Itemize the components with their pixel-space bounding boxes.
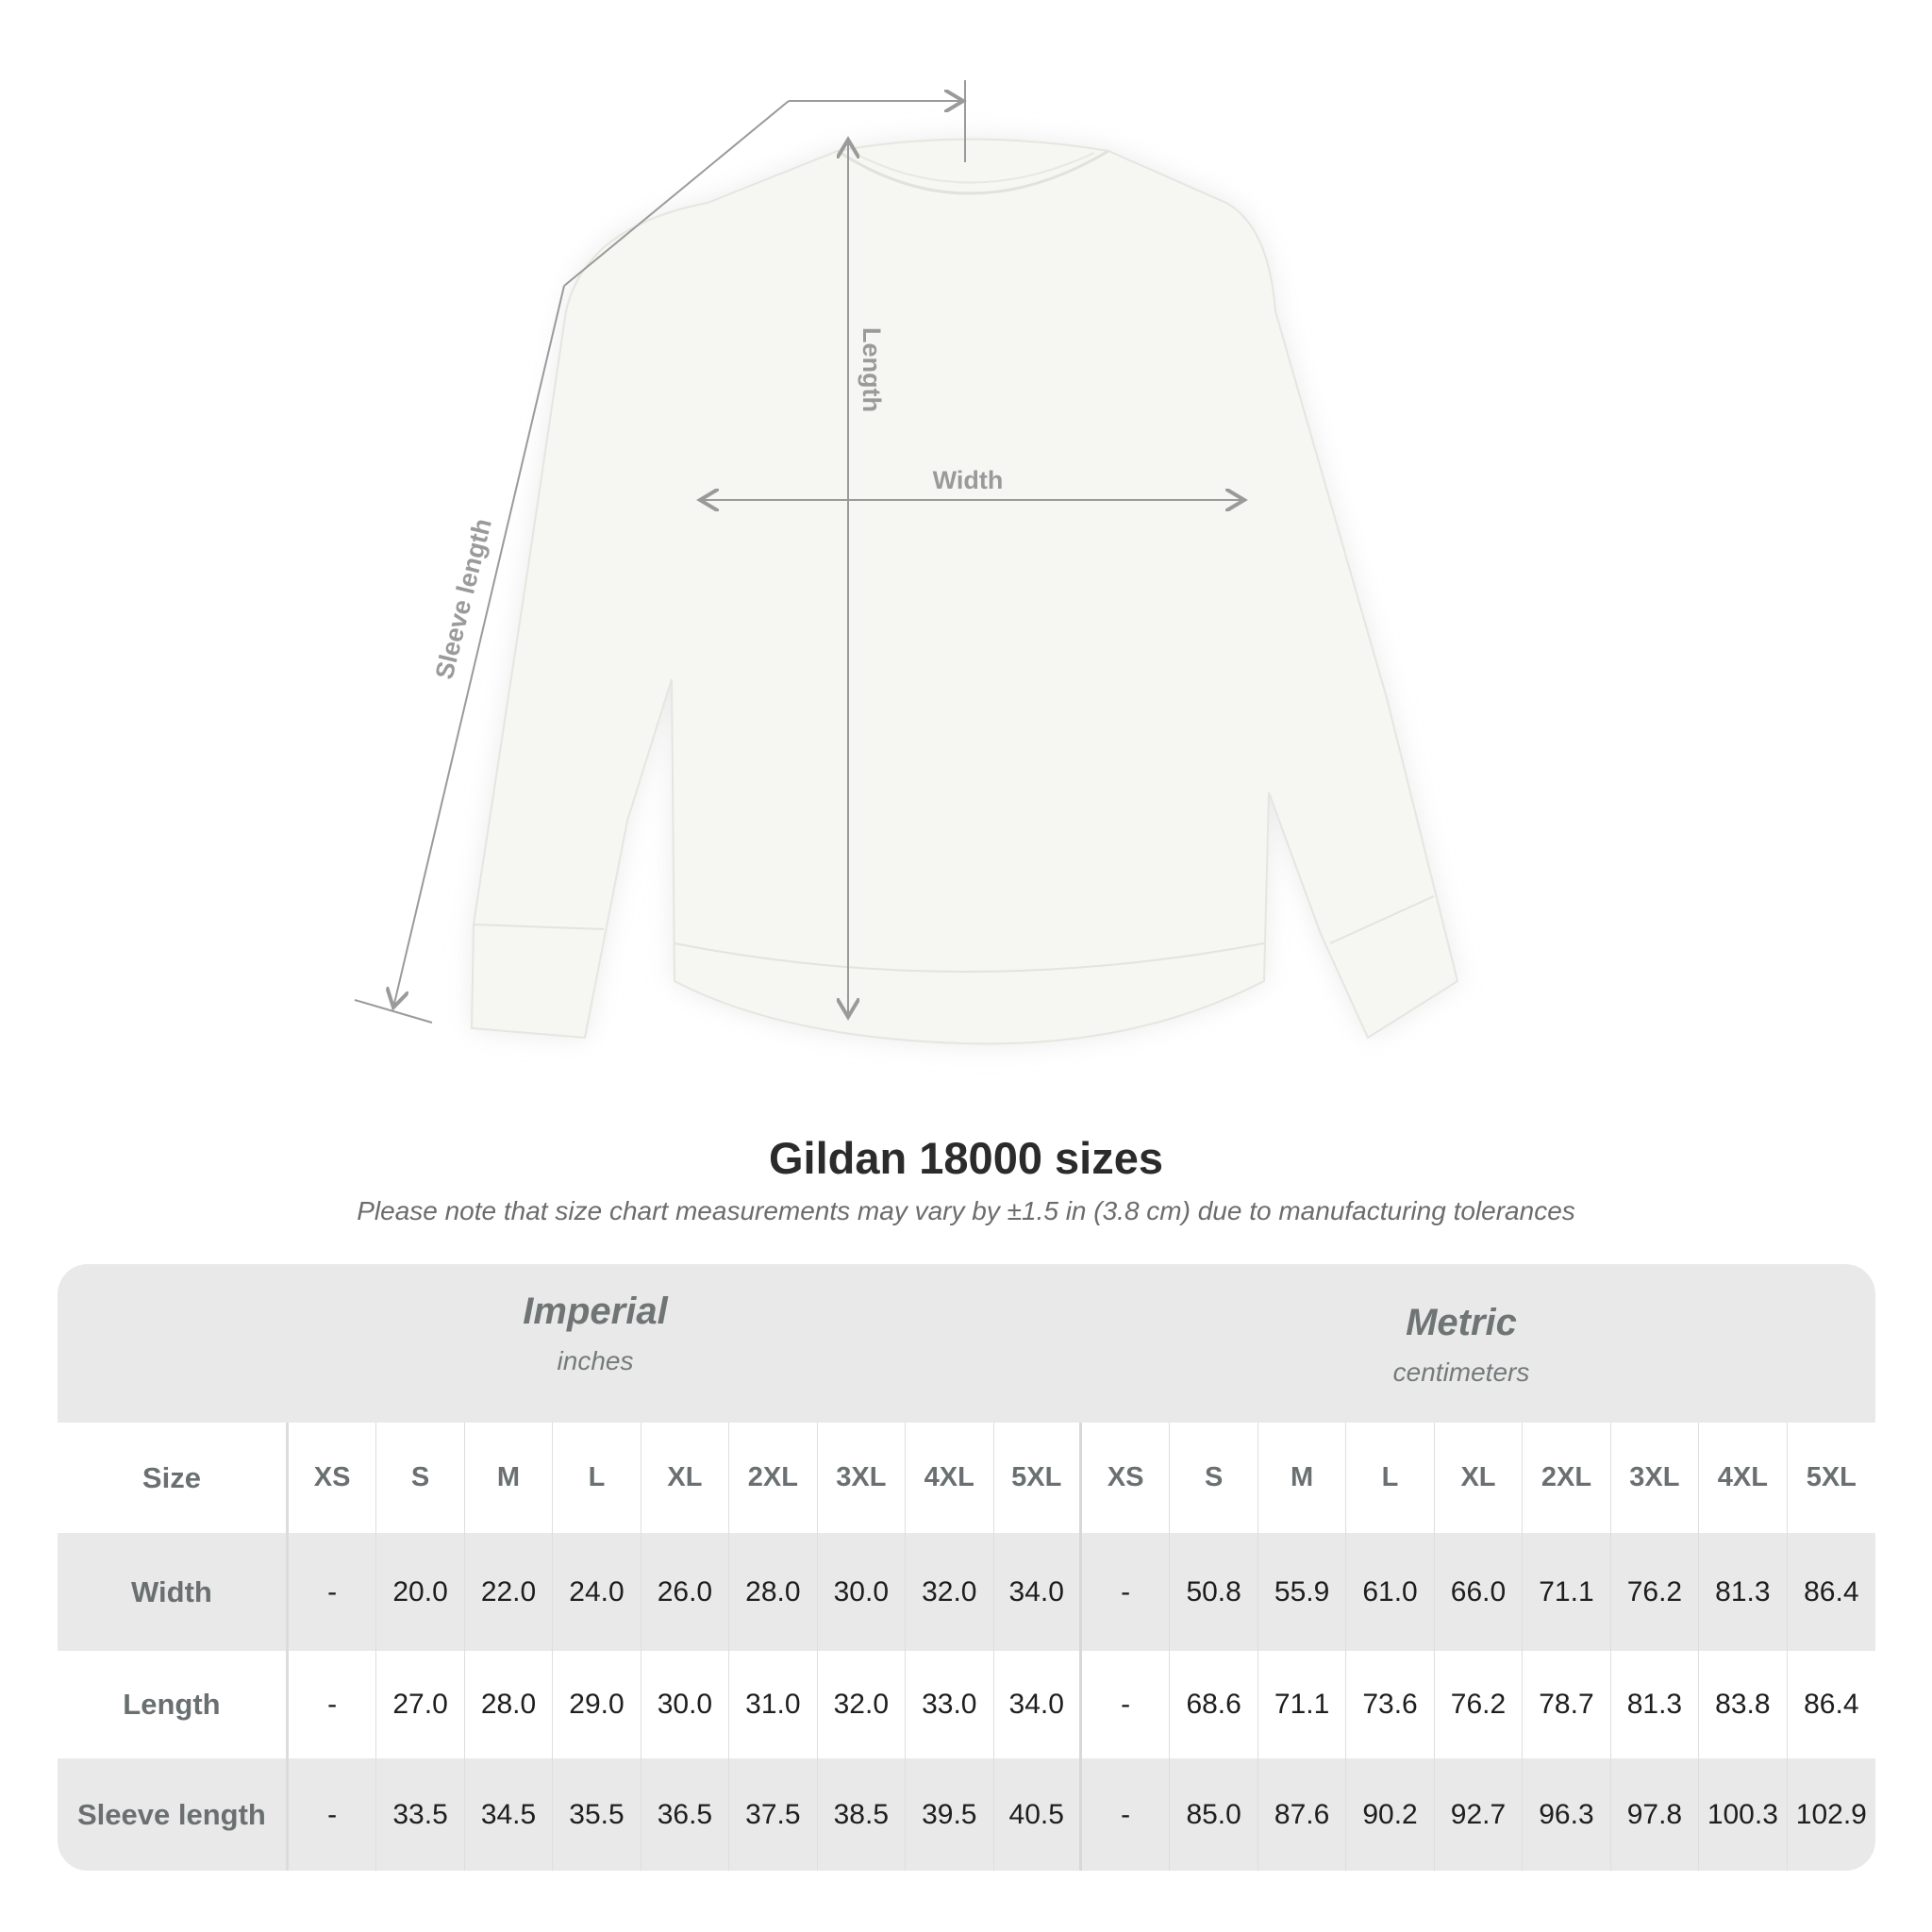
imperial-size-l: L [553,1423,641,1533]
imperial-value-cell: - [289,1651,377,1758]
metric-value-cell: 86.4 [1804,1575,1859,1607]
sweatshirt-image [470,138,1459,1045]
imperial-unit: inches [557,1346,634,1375]
metric-size-3xl: 3XL [1611,1423,1700,1533]
table-row: Length -27.0 28.0 29.0 30.0 31.0 32.0 33.0 34.0-… [58,1651,1875,1758]
imperial-value-cell: 34.0 [994,1533,1082,1651]
metric-value-cell: 102.9 [1795,1798,1867,1830]
table-row: Width -20.0 22.0 24.0 26.0 28.0 30.0 32.0 34.0-5… [58,1533,1875,1651]
imperial-value-cell: 35.5 [553,1758,641,1871]
metric-value-cell: 92.7 [1435,1758,1524,1871]
metric-value-cell: 68.6 [1170,1651,1258,1758]
imperial-value-cell: 40.5 [994,1758,1082,1871]
row-label: Length [58,1651,289,1758]
imperial-size-4xl: 4XL [906,1423,994,1533]
imperial-value-cell: 36.5 [641,1758,730,1871]
metric-value-cell: - [1082,1651,1171,1758]
page-title: Gildan 18000 sizes [768,1133,1164,1183]
metric-unit: centimeters [1392,1357,1530,1387]
imperial-value-cell: - [289,1758,377,1871]
metric-value-cell: 66.0 [1435,1533,1524,1651]
metric-size-xl: XL [1435,1423,1524,1533]
imperial-size-s: S [376,1423,465,1533]
imperial-size-5xl: 5XL [994,1423,1082,1533]
metric-value-cell: 81.3 [1699,1533,1788,1651]
metric-value-cell: 90.2 [1346,1758,1435,1871]
sweatshirt-measurement-diagram: Length Width Sleeve length [354,80,1459,1045]
imperial-value-cell: 26.0 [641,1533,730,1651]
imperial-size-3xl: 3XL [818,1423,907,1533]
imperial-header: Imperial inches [199,1291,991,1376]
metric-size-l: L [1346,1423,1435,1533]
imperial-value-cell: 34.0 [994,1651,1082,1758]
imperial-value-cell: 22.0 [465,1533,554,1651]
imperial-size-2xl: 2XL [729,1423,818,1533]
metric-value-cell: 85.0 [1170,1758,1258,1871]
metric-value-cell: 71.1 [1258,1651,1347,1758]
imperial-value-cell: - [289,1533,377,1651]
metric-size-2xl: 2XL [1523,1423,1611,1533]
metric-size-s: S [1170,1423,1258,1533]
metric-value-cell: 96.3 [1523,1758,1611,1871]
imperial-value-cell: 24.0 [553,1533,641,1651]
imperial-value-cell: 29.0 [553,1651,641,1758]
imperial-size-m: M [465,1423,554,1533]
sleeve-length-label: Sleeve length [430,516,497,682]
imperial-value-cell: 32.0 [818,1651,907,1758]
imperial-value-cell: 33.5 [376,1758,465,1871]
imperial-value-cell: 32.0 [906,1533,994,1651]
tolerance-note: Please note that size chart measurements… [357,1196,1575,1225]
metric-value-cell: 78.7 [1523,1651,1611,1758]
imperial-value-cell: 28.0 [465,1651,554,1758]
imperial-size-xs: XS [289,1423,377,1533]
metric-value-cell: 100.3 [1699,1758,1788,1871]
metric-value-cell: 76.2 [1435,1651,1524,1758]
metric-header: Metric centimeters [1065,1302,1857,1388]
imperial-value-cell: 38.5 [818,1758,907,1871]
metric-value-cell: 55.9 [1258,1533,1347,1651]
metric-size-5xl: 5XL [1806,1462,1857,1492]
imperial-value-cell: 37.5 [729,1758,818,1871]
imperial-value-cell: 33.0 [906,1651,994,1758]
imperial-value-cell: 30.0 [818,1533,907,1651]
row-label: Sleeve length [58,1758,289,1871]
metric-size-m: M [1258,1423,1347,1533]
metric-value-cell: 61.0 [1346,1533,1435,1651]
table-header-band: Imperial inches Metric centimeters [58,1264,1875,1423]
metric-value-cell: 87.6 [1258,1758,1347,1871]
metric-value-cell: - [1082,1758,1171,1871]
metric-value-cell: 81.3 [1611,1651,1700,1758]
table-row: Sleeve length -33.5 34.5 35.5 36.5 37.5 38.5 39… [58,1758,1875,1871]
metric-value-cell: 86.4 [1804,1689,1859,1720]
metric-value-cell: 73.6 [1346,1651,1435,1758]
size-column-label: Size [58,1423,289,1533]
metric-value-cell: 71.1 [1523,1533,1611,1651]
measurement-lines [354,80,1244,1024]
imperial-value-cell: 34.5 [465,1758,554,1871]
imperial-size-xl: XL [641,1423,730,1533]
metric-value-cell: 83.8 [1699,1651,1788,1758]
metric-value-cell: 50.8 [1170,1533,1258,1651]
metric-value-cell: - [1082,1533,1171,1651]
size-table: Imperial inches Metric centimeters Size X… [58,1264,1875,1871]
metric-value-cell: 97.8 [1611,1758,1700,1871]
imperial-title: Imperial [523,1291,668,1332]
imperial-value-cell: 20.0 [376,1533,465,1651]
imperial-value-cell: 31.0 [729,1651,818,1758]
imperial-value-cell: 30.0 [641,1651,730,1758]
width-label: Width [933,466,1004,494]
imperial-value-cell: 27.0 [376,1651,465,1758]
length-label: Length [858,327,886,412]
metric-size-xs: XS [1082,1423,1171,1533]
row-label: Width [58,1533,289,1651]
metric-size-4xl: 4XL [1699,1423,1788,1533]
imperial-value-cell: 39.5 [906,1758,994,1871]
metric-title: Metric [1406,1302,1517,1343]
size-header-row: Size XS S M L XL 2XL 3XL 4XL 5XL XS S M L XL 2XL 3XL 4XL 5… [58,1423,1875,1533]
imperial-value-cell: 28.0 [729,1533,818,1651]
metric-value-cell: 76.2 [1611,1533,1700,1651]
